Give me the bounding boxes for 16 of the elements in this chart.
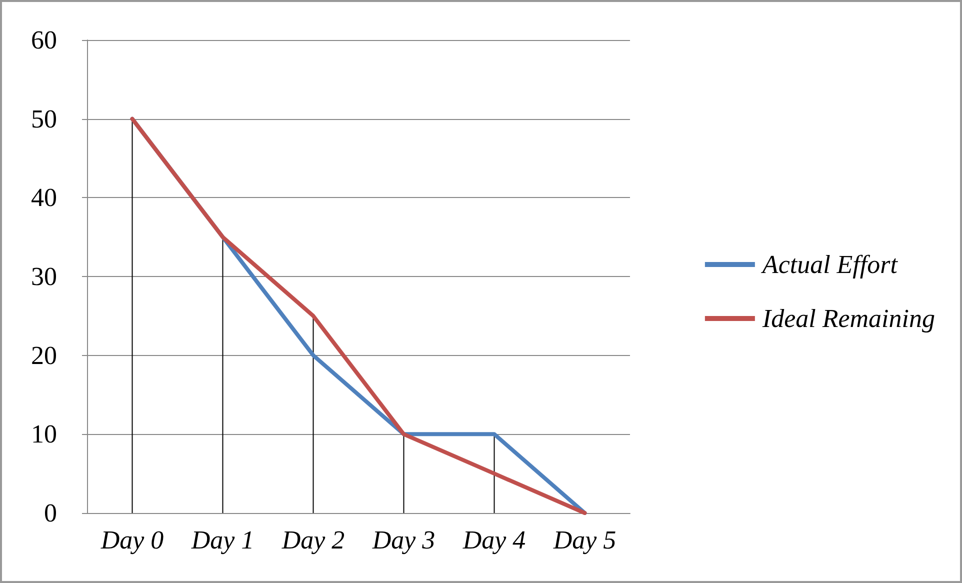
legend-label: Ideal Remaining <box>761 304 936 333</box>
y-tick-label: 10 <box>31 420 57 449</box>
x-tick-label: Day 2 <box>280 526 345 554</box>
x-tick-label: Day 0 <box>100 526 164 554</box>
x-tick-label: Day 1 <box>190 526 254 554</box>
line-series <box>130 116 587 515</box>
y-tick-label: 60 <box>31 26 57 54</box>
y-tick-label: 30 <box>31 262 57 291</box>
x-tick-label: Day 3 <box>371 526 436 554</box>
y-tick-label: 0 <box>44 498 57 528</box>
y-tick-label: 40 <box>31 183 57 212</box>
legend-label: Actual Effort <box>760 250 898 279</box>
x-tick-label: Day 5 <box>552 526 616 554</box>
y-tick-label: 50 <box>31 104 57 134</box>
x-tick-label: Day 4 <box>462 526 526 554</box>
y-tick-label: 20 <box>31 340 57 370</box>
